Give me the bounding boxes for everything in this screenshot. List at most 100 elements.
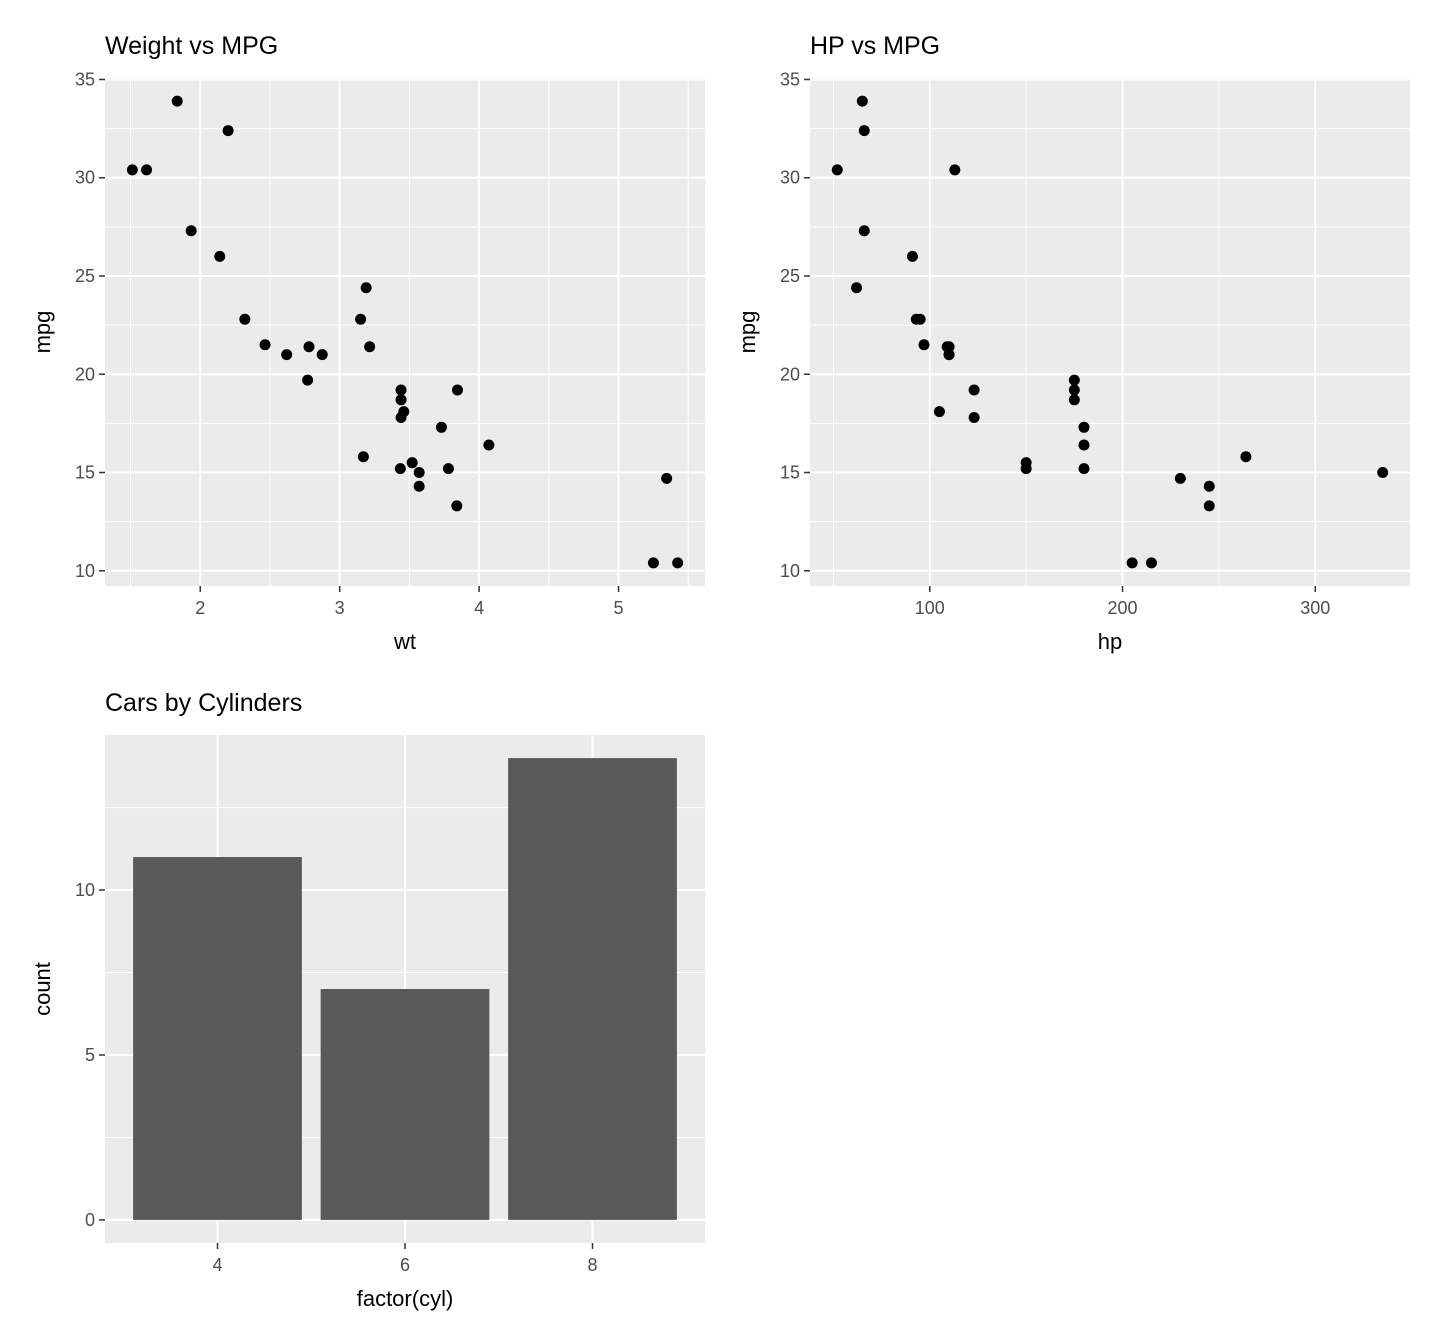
data-point — [1078, 421, 1090, 433]
data-point — [355, 313, 367, 325]
data-point — [303, 341, 315, 353]
data-point — [259, 339, 271, 351]
data-point — [222, 125, 234, 137]
y-tick-label: 0 — [85, 1210, 95, 1230]
data-point — [483, 439, 495, 451]
data-point — [239, 313, 251, 325]
data-point — [302, 374, 314, 386]
bar-8 — [508, 758, 677, 1220]
y-tick-label: 25 — [75, 266, 95, 286]
x-tick-label: 5 — [614, 598, 624, 618]
y-axis-label: count — [30, 962, 55, 1016]
plot-panel — [105, 78, 705, 586]
chart-panel-2: 10 15 20 25 30 35 100 200 300 HP vs MPG hp mpg — [735, 32, 1410, 654]
data-point — [856, 95, 868, 107]
y-tick-label: 15 — [75, 463, 95, 483]
data-point — [941, 341, 953, 353]
data-point — [858, 125, 870, 137]
y-tick-label: 10 — [75, 561, 95, 581]
data-point — [435, 421, 447, 433]
x-tick-label: 4 — [474, 598, 484, 618]
y-tick-label: 25 — [780, 266, 800, 286]
data-point — [661, 472, 673, 484]
x-axis-label: wt — [393, 629, 416, 654]
data-point — [949, 164, 961, 176]
x-axis-label: hp — [1098, 629, 1122, 654]
data-point — [316, 349, 328, 361]
y-tick-label: 10 — [75, 880, 95, 900]
data-point — [1078, 439, 1090, 451]
data-point — [394, 463, 406, 475]
data-point — [126, 164, 138, 176]
data-point — [141, 164, 153, 176]
y-tick-label: 30 — [780, 168, 800, 188]
chart-title: Cars by Cylinders — [105, 689, 302, 717]
x-tick-label: 4 — [212, 1255, 222, 1275]
data-point — [914, 313, 926, 325]
data-point — [442, 463, 454, 475]
data-point — [1068, 394, 1080, 406]
data-point — [851, 282, 863, 294]
data-point — [672, 557, 684, 569]
data-point — [395, 394, 407, 406]
y-tick-label: 5 — [85, 1045, 95, 1065]
data-point — [831, 164, 843, 176]
data-point — [451, 384, 463, 396]
x-tick-label: 300 — [1300, 598, 1330, 618]
data-point — [918, 339, 930, 351]
x-tick-label: 100 — [915, 598, 945, 618]
data-point — [906, 250, 918, 262]
data-point — [1174, 472, 1186, 484]
data-point — [395, 411, 407, 423]
bar-4 — [133, 857, 302, 1220]
x-tick-label: 6 — [400, 1255, 410, 1275]
data-point — [1068, 384, 1080, 396]
data-point — [1078, 463, 1090, 475]
data-point — [1126, 557, 1138, 569]
chart-panel-3: 0 5 10 4 6 8 Cars by Cylinders factor(cyl) count — [30, 689, 705, 1311]
x-tick-label: 3 — [335, 598, 345, 618]
data-point — [647, 557, 659, 569]
data-point — [1068, 374, 1080, 386]
data-point — [451, 500, 463, 512]
data-point — [413, 480, 425, 492]
data-point — [968, 411, 980, 423]
data-point — [1203, 480, 1215, 492]
y-tick-label: 20 — [75, 364, 95, 384]
y-tick-label: 35 — [75, 69, 95, 89]
data-point — [1377, 467, 1389, 479]
data-point — [281, 349, 293, 361]
y-tick-label: 15 — [780, 463, 800, 483]
data-point — [1240, 451, 1252, 463]
data-point — [357, 451, 369, 463]
x-axis-label: factor(cyl) — [357, 1286, 454, 1311]
y-tick-label: 20 — [780, 364, 800, 384]
y-axis-label: mpg — [735, 311, 760, 354]
data-point — [360, 282, 372, 294]
y-tick-label: 10 — [780, 561, 800, 581]
x-tick-label: 200 — [1108, 598, 1138, 618]
data-point — [214, 250, 226, 262]
data-point — [968, 384, 980, 396]
data-point — [395, 384, 407, 396]
y-tick-label: 35 — [780, 69, 800, 89]
data-point — [185, 225, 197, 237]
data-point — [406, 457, 418, 469]
data-point — [1203, 500, 1215, 512]
data-point — [171, 95, 183, 107]
data-point — [933, 406, 945, 418]
data-point — [858, 225, 870, 237]
y-tick-label: 30 — [75, 168, 95, 188]
data-point — [1020, 463, 1032, 475]
data-point — [1145, 557, 1157, 569]
chart-title: Weight vs MPG — [105, 32, 278, 60]
x-tick-label: 8 — [587, 1255, 597, 1275]
plot-panel — [810, 78, 1410, 586]
bar-6 — [320, 989, 490, 1220]
chart-title: HP vs MPG — [810, 32, 940, 60]
data-point — [364, 341, 376, 353]
data-point — [413, 467, 425, 479]
chart-panel-1: 10 15 20 25 30 35 2 3 4 5 Weight vs MPG wt mpg — [30, 32, 705, 654]
y-axis-label: mpg — [30, 311, 55, 354]
